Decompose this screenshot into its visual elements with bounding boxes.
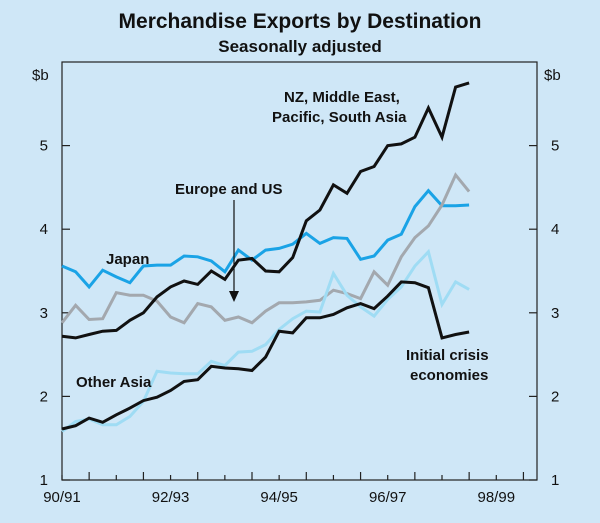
chart-title: Merchandise Exports by Destination bbox=[119, 10, 482, 33]
x-tick-label: 92/93 bbox=[152, 489, 190, 506]
y-tick-label-left: 3 bbox=[40, 305, 48, 322]
y-tick-label-right: 3 bbox=[551, 305, 559, 322]
chart-subtitle: Seasonally adjusted bbox=[218, 37, 381, 56]
plot-area bbox=[61, 61, 538, 481]
y-tick-label-right: 4 bbox=[551, 221, 559, 238]
series-line-japan bbox=[61, 188, 470, 290]
label-other-asia: Other Asia bbox=[76, 374, 152, 391]
label-nz-middle-east-line-1: NZ, Middle East, bbox=[284, 89, 400, 106]
series-line-initial-crisis-economies bbox=[61, 280, 470, 431]
y-unit-left: $b bbox=[32, 67, 49, 84]
y-tick-label-left: 1 bbox=[40, 472, 48, 489]
label-nz-middle-east-line-2: Pacific, South Asia bbox=[272, 109, 407, 126]
europe-us-pointer-arrowhead bbox=[229, 291, 239, 302]
y-unit-right: $b bbox=[544, 67, 561, 84]
label-europe-us: Europe and US bbox=[175, 181, 283, 198]
y-tick-label-right: 1 bbox=[551, 472, 559, 489]
x-tick-label: 90/91 bbox=[43, 489, 81, 506]
label-initial-crisis-line-1: Initial crisis bbox=[406, 347, 489, 364]
x-tick-label: 96/97 bbox=[369, 489, 407, 506]
series-line-europe-and-us bbox=[60, 172, 471, 325]
y-tick-label-left: 5 bbox=[40, 138, 48, 155]
x-tick-label: 98/99 bbox=[478, 489, 516, 506]
x-tick-label: 94/95 bbox=[260, 489, 298, 506]
label-japan: Japan bbox=[106, 251, 149, 268]
y-tick-label-right: 2 bbox=[551, 388, 559, 405]
y-tick-label-left: 2 bbox=[40, 388, 48, 405]
label-initial-crisis-line-2: economies bbox=[410, 367, 488, 384]
y-tick-label-right: 5 bbox=[551, 138, 559, 155]
series-line-other-asia bbox=[61, 248, 470, 433]
series-line-nz-middle-east-pacific-south-asia bbox=[61, 81, 470, 340]
y-tick-label-left: 4 bbox=[40, 221, 48, 238]
